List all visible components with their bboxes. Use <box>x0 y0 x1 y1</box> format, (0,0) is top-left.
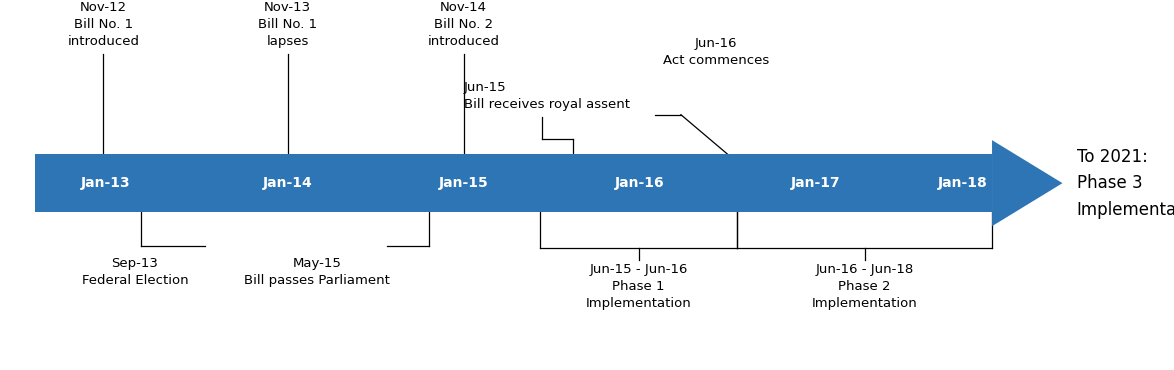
Text: Jan-18: Jan-18 <box>938 176 987 190</box>
Text: May-15
Bill passes Parliament: May-15 Bill passes Parliament <box>244 257 390 287</box>
Text: Jan-15: Jan-15 <box>439 176 488 190</box>
Text: Sep-13
Federal Election: Sep-13 Federal Election <box>82 257 188 287</box>
Polygon shape <box>992 140 1062 226</box>
Text: Jan-17: Jan-17 <box>791 176 841 190</box>
Text: Nov-14
Bill No. 2
introduced: Nov-14 Bill No. 2 introduced <box>427 1 500 48</box>
Text: Jun-16 - Jun-18
Phase 2
Implementation: Jun-16 - Jun-18 Phase 2 Implementation <box>811 263 918 310</box>
Text: Jan-16: Jan-16 <box>615 176 664 190</box>
FancyBboxPatch shape <box>35 155 992 212</box>
Text: Jan-13: Jan-13 <box>81 176 130 190</box>
Text: Jun-16
Act commences: Jun-16 Act commences <box>663 37 769 67</box>
Text: Jun-15
Bill receives royal assent: Jun-15 Bill receives royal assent <box>464 81 629 111</box>
Text: Nov-12
Bill No. 1
introduced: Nov-12 Bill No. 1 introduced <box>67 1 140 48</box>
Text: To 2021:
Phase 3
Implementation: To 2021: Phase 3 Implementation <box>1077 148 1174 219</box>
Text: Jan-14: Jan-14 <box>263 176 312 190</box>
Text: Jun-15 - Jun-16
Phase 1
Implementation: Jun-15 - Jun-16 Phase 1 Implementation <box>586 263 691 310</box>
Text: Nov-13
Bill No. 1
lapses: Nov-13 Bill No. 1 lapses <box>258 1 317 48</box>
